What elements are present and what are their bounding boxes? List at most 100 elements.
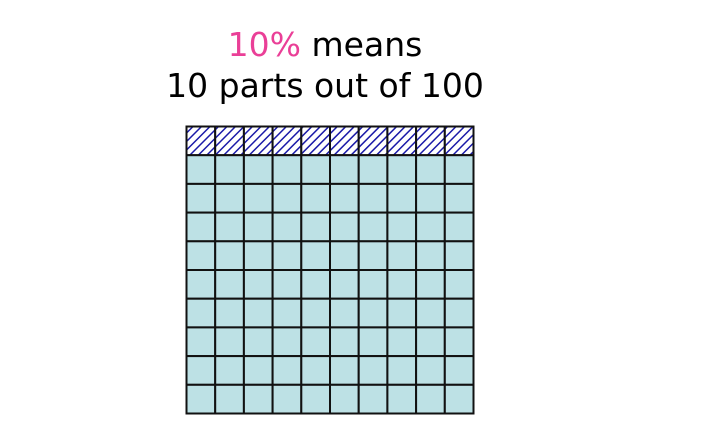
grid-cell — [242, 240, 274, 272]
grid-cell — [357, 240, 389, 272]
grid-cell — [214, 182, 245, 214]
percent-highlight: 10% — [227, 25, 302, 64]
grid-cell — [185, 269, 217, 300]
hundred-grid — [185, 125, 475, 415]
grid-cell — [242, 269, 274, 300]
grid-cell — [443, 269, 475, 300]
grid-cell — [185, 297, 217, 329]
grid-cell — [415, 383, 446, 415]
grid-cell-shaded — [329, 125, 360, 157]
grid-cell — [271, 326, 303, 358]
grid-cell — [357, 355, 389, 386]
grid-cell — [443, 240, 475, 272]
grid-cell — [300, 240, 332, 272]
grid-cell — [271, 355, 303, 386]
grid-cell — [329, 383, 360, 415]
grid-cell-shaded — [242, 125, 274, 157]
grid-cell — [214, 383, 245, 415]
grid-cell — [415, 355, 446, 386]
title-line-2: 10 parts out of 100 — [166, 66, 484, 105]
grid-cell-shaded — [271, 125, 303, 157]
grid-cell — [415, 182, 446, 214]
grid-cell — [415, 154, 446, 185]
grid-cell — [214, 240, 245, 272]
grid-cell — [443, 182, 475, 214]
grid-cell — [185, 326, 217, 358]
grid-cell — [329, 355, 360, 386]
grid-cell — [357, 383, 389, 415]
grid-cell — [329, 182, 360, 214]
grid-cell — [443, 326, 475, 358]
grid-cell-shaded — [443, 125, 475, 157]
grid-cell — [214, 154, 245, 185]
grid-cell — [386, 240, 418, 272]
grid-cell — [214, 211, 245, 243]
grid-cell — [329, 326, 360, 358]
grid-cell — [386, 269, 418, 300]
grid-cell — [242, 211, 274, 243]
grid-cell — [357, 154, 389, 185]
grid-cell — [415, 211, 446, 243]
grid-cell — [357, 297, 389, 329]
title-line-1: 10% means — [0, 28, 650, 61]
grid-cell-shaded — [415, 125, 446, 157]
grid-cell — [443, 355, 475, 386]
grid-cell — [386, 326, 418, 358]
grid-cell-shaded — [214, 125, 245, 157]
grid-cell — [242, 326, 274, 358]
grid-cell — [300, 211, 332, 243]
grid-cell — [329, 269, 360, 300]
grid-cell — [357, 326, 389, 358]
grid-cell — [271, 383, 303, 415]
grid-cell-shaded — [386, 125, 418, 157]
grid-cell — [300, 297, 332, 329]
grid-cell — [185, 240, 217, 272]
grid-cell — [386, 211, 418, 243]
grid-cell — [271, 211, 303, 243]
grid-cell — [242, 297, 274, 329]
grid-cell — [271, 240, 303, 272]
grid-cell — [300, 383, 332, 415]
grid-cell — [271, 154, 303, 185]
grid-cell — [357, 211, 389, 243]
grid-cell — [357, 182, 389, 214]
grid-cell — [185, 383, 217, 415]
grid-cell-shaded — [300, 125, 332, 157]
grid-cell — [357, 269, 389, 300]
grid-cell — [329, 240, 360, 272]
grid-cell — [329, 154, 360, 185]
grid-cell — [185, 355, 217, 386]
grid-cell — [300, 326, 332, 358]
grid-cell — [271, 297, 303, 329]
grid-cell — [214, 269, 245, 300]
grid-cell — [242, 154, 274, 185]
grid-cell — [242, 383, 274, 415]
grid-cell — [386, 355, 418, 386]
grid-cell — [415, 240, 446, 272]
grid-cell-shaded — [185, 125, 217, 157]
hundred-grid-svg — [185, 125, 475, 415]
grid-cell-shaded — [357, 125, 389, 157]
means-text: means — [301, 25, 423, 64]
grid-cell — [185, 211, 217, 243]
grid-cell — [415, 297, 446, 329]
grid-cell — [300, 182, 332, 214]
grid-cell — [443, 154, 475, 185]
grid-cell — [242, 355, 274, 386]
grid-cell — [415, 269, 446, 300]
grid-cell — [214, 297, 245, 329]
grid-cell — [214, 326, 245, 358]
grid-cell — [329, 211, 360, 243]
grid-cell — [443, 297, 475, 329]
grid-cell — [242, 182, 274, 214]
grid-cell — [443, 211, 475, 243]
grid-cell — [443, 383, 475, 415]
grid-cell — [185, 182, 217, 214]
grid-cell — [300, 355, 332, 386]
grid-cell — [386, 182, 418, 214]
grid-cell — [300, 269, 332, 300]
grid-cell — [415, 326, 446, 358]
grid-cell — [271, 269, 303, 300]
grid-cell — [386, 154, 418, 185]
grid-cell — [300, 154, 332, 185]
